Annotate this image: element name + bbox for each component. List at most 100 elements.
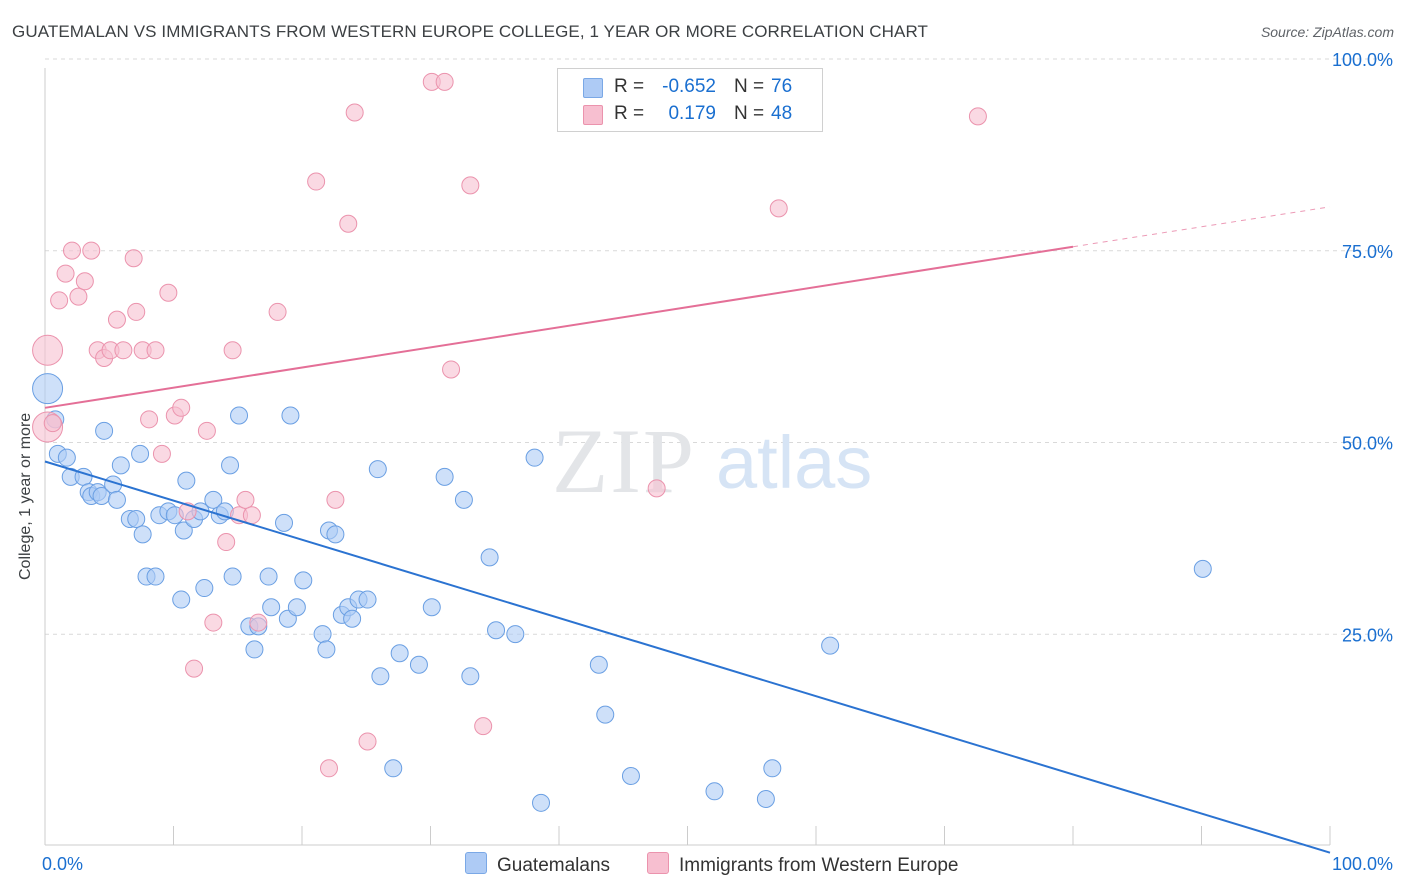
point-western-europe: [140, 410, 159, 429]
point-guatemalans: [422, 598, 441, 617]
point-guatemalans: [245, 640, 264, 659]
point-guatemalans: [262, 598, 281, 617]
point-western-europe: [152, 444, 171, 463]
point-western-europe: [236, 490, 255, 509]
axes: [44, 68, 1331, 846]
point-western-europe: [435, 72, 454, 91]
point-western-europe: [197, 421, 216, 440]
x-tick-label: 0.0%: [42, 854, 83, 874]
point-western-europe: [43, 414, 62, 433]
point-western-europe: [319, 759, 338, 778]
point-western-europe: [268, 302, 287, 321]
point-guatemalans: [596, 705, 615, 724]
point-western-europe: [249, 613, 268, 632]
point-guatemalans: [317, 640, 336, 659]
point-guatemalans: [281, 406, 300, 425]
point-western-europe: [223, 341, 242, 360]
bottom-legend-label: Immigrants from Western Europe: [679, 855, 959, 876]
point-western-europe: [474, 717, 493, 736]
point-western-europe: [75, 272, 94, 291]
trend-lines: [44, 206, 1331, 854]
point-guatemalans: [589, 655, 608, 674]
bottom-legend-western-europe: Immigrants from Western Europe: [647, 852, 958, 876]
trend-line-western-europe: [44, 245, 1074, 409]
y-tick-label: 50.0%: [1342, 434, 1393, 454]
bottom-legend-guatemalans: Guatemalans: [465, 852, 610, 876]
point-guatemalans: [146, 567, 165, 586]
gridlines: [45, 58, 1392, 635]
y-tick-label: 75.0%: [1342, 242, 1393, 262]
point-western-europe: [204, 613, 223, 632]
point-guatemalans: [313, 625, 332, 644]
r-label: R =: [614, 76, 645, 97]
point-western-europe: [32, 334, 64, 366]
point-western-europe: [185, 659, 204, 678]
point-western-europe: [968, 107, 987, 126]
point-guatemalans: [57, 448, 76, 467]
point-western-europe: [127, 302, 146, 321]
y-tick-label: 100.0%: [1332, 50, 1393, 70]
point-guatemalans: [487, 621, 506, 640]
point-guatemalans: [172, 590, 191, 609]
legend-swatch-blue: [583, 78, 603, 98]
point-guatemalans: [326, 525, 345, 544]
n-label: N =: [734, 103, 765, 124]
point-guatemalans: [409, 655, 428, 674]
trend-line-extension: [1072, 206, 1331, 248]
watermark-zip: ZIP: [552, 410, 696, 512]
trend-line-guatemalans: [44, 460, 1331, 854]
point-guatemalans: [506, 625, 525, 644]
point-guatemalans: [294, 571, 313, 590]
point-guatemalans: [821, 636, 840, 655]
point-guatemalans: [107, 490, 126, 509]
point-guatemalans: [358, 590, 377, 609]
point-western-europe: [242, 506, 261, 525]
legend-swatch-pink: [583, 105, 603, 125]
n-value: 76: [771, 76, 793, 97]
point-guatemalans: [480, 548, 499, 567]
point-guatemalans: [368, 460, 387, 479]
point-western-europe: [217, 533, 236, 552]
point-western-europe: [124, 249, 143, 268]
stats-legend: R = -0.652 N = 76 R = 0.179 N = 48: [557, 68, 823, 132]
point-guatemalans: [131, 444, 150, 463]
point-guatemalans: [287, 598, 306, 617]
point-guatemalans: [435, 467, 454, 486]
point-western-europe: [172, 398, 191, 417]
point-guatemalans: [461, 667, 480, 686]
point-guatemalans: [705, 782, 724, 801]
source-label: Source: ZipAtlas.com: [1260, 24, 1394, 40]
point-guatemalans: [756, 789, 775, 808]
n-label: N =: [734, 76, 765, 97]
n-value: 48: [771, 103, 793, 124]
bottom-legend-swatch-blue: [465, 852, 487, 874]
point-guatemalans: [177, 471, 196, 490]
point-western-europe: [159, 283, 178, 302]
point-guatemalans: [1193, 559, 1212, 578]
point-guatemalans: [525, 448, 544, 467]
bottom-legend-label: Guatemalans: [497, 855, 611, 876]
point-western-europe: [339, 214, 358, 233]
point-guatemalans: [532, 793, 551, 812]
point-guatemalans: [127, 510, 146, 529]
point-guatemalans: [371, 667, 390, 686]
watermark-atlas: atlas: [716, 421, 872, 504]
point-western-europe: [82, 241, 101, 260]
point-guatemalans: [621, 766, 640, 785]
point-western-europe: [461, 176, 480, 195]
points: [32, 72, 1212, 812]
point-western-europe: [647, 479, 666, 498]
point-western-europe: [307, 172, 326, 191]
r-label: R =: [614, 103, 645, 124]
point-western-europe: [442, 360, 461, 379]
y-axis-label: College, 1 year or more: [17, 412, 34, 580]
point-guatemalans: [259, 567, 278, 586]
point-western-europe: [107, 310, 126, 329]
point-guatemalans: [204, 490, 223, 509]
tick-labels: 25.0% 50.0% 75.0% 100.0% 0.0% 100.0%: [42, 50, 1393, 874]
point-guatemalans: [763, 759, 782, 778]
legend-row-guatemalans: R = -0.652 N = 76: [558, 72, 822, 100]
point-western-europe: [69, 287, 88, 306]
point-guatemalans: [390, 644, 409, 663]
